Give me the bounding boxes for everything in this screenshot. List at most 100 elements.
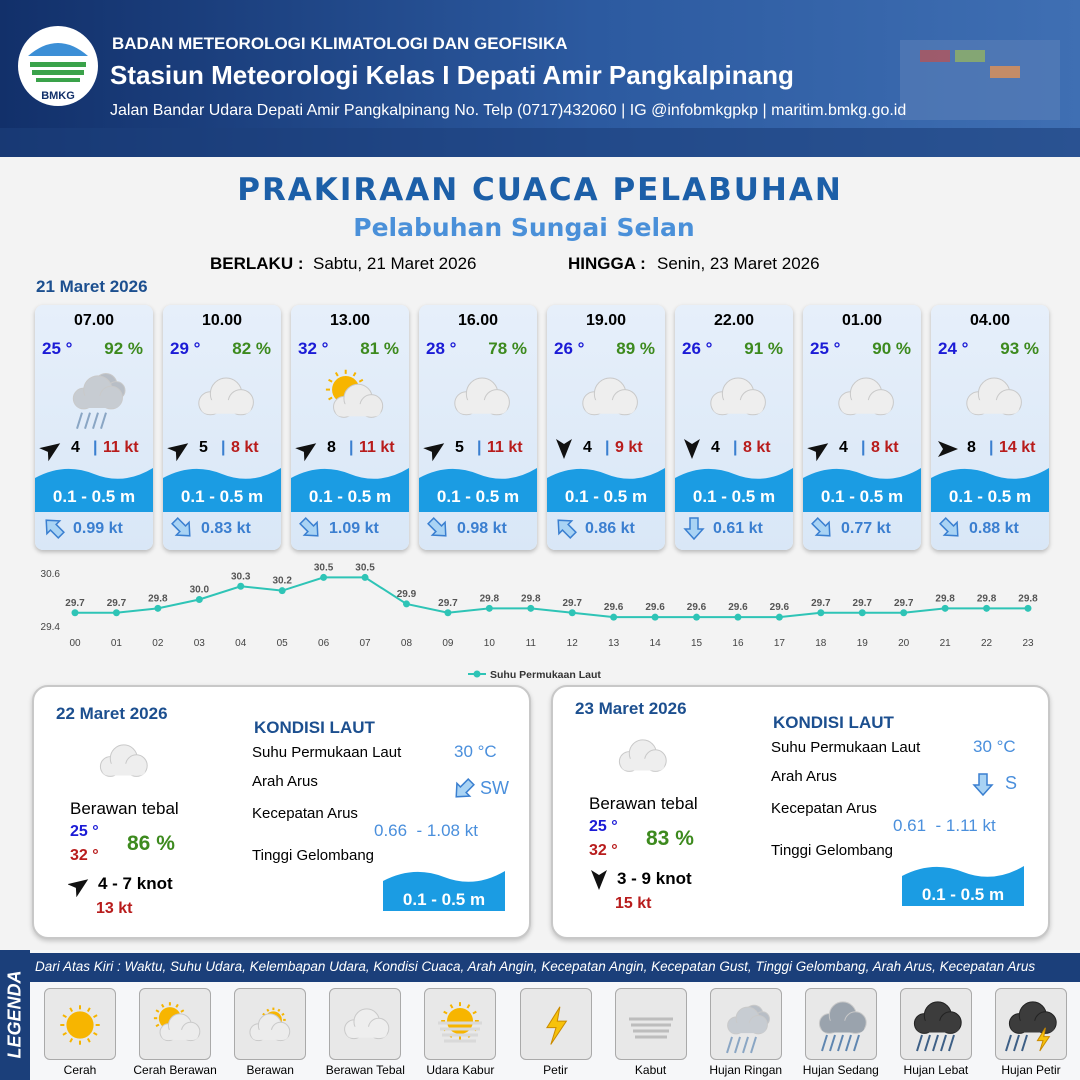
current-dir-label: Arah Arus — [771, 768, 837, 785]
forecast-card: 01.00 25 ° 90 % 4 | 8 kt 0.1 - 0.5 m 0.77 kt — [803, 305, 921, 550]
wave-icon — [547, 468, 665, 512]
sea-title: KONDISI LAUT — [254, 718, 375, 737]
sst-point — [858, 609, 866, 617]
cloud-part — [820, 1020, 865, 1033]
weather-icon — [72, 373, 126, 429]
sst-point — [195, 596, 203, 603]
sst-point — [237, 582, 245, 590]
legend-strip — [0, 950, 30, 1080]
logo — [30, 62, 86, 67]
sun-ray — [328, 378, 333, 383]
sun-ray — [69, 1007, 74, 1012]
time: 04.00 — [969, 312, 1011, 329]
header: BMKG BADAN METEOROLOGI KLIMATOLOGI DAN G… — [0, 0, 1080, 157]
wind-icon — [807, 443, 829, 462]
value-label: 30.2 — [272, 576, 292, 587]
weather-icon — [838, 377, 894, 416]
current-arrow — [45, 519, 65, 539]
wave-band — [675, 468, 793, 512]
sun-ray — [155, 1023, 160, 1028]
legend-label: Kabut — [634, 1063, 667, 1077]
forecast-card: 10.00 29 ° 82 % 5 | 8 kt 0.1 - 0.5 m 0.83 kt — [163, 305, 281, 550]
sun-ray — [93, 1014, 98, 1019]
wave-label: Tinggi Gelombang — [771, 842, 894, 859]
current-icon — [427, 517, 447, 537]
wind-speed: 4 — [71, 439, 80, 456]
wind-arrow — [807, 443, 829, 462]
humidity: 81 % — [360, 339, 399, 358]
wave-band — [931, 468, 1049, 512]
wave-band — [291, 468, 409, 512]
wind-icon — [423, 443, 445, 462]
legend-swatch — [473, 670, 481, 678]
sst: 30 °C — [454, 742, 497, 761]
value-label: 29.8 — [480, 593, 500, 604]
temp-max: 32 ° — [589, 842, 618, 859]
legend-label: Cerah — [63, 1063, 97, 1077]
time: 22.00 — [713, 312, 755, 329]
x-tick-label: 06 — [318, 638, 330, 649]
wave-height: 0.1 - 0.5 m — [564, 487, 648, 506]
value-label: 29.7 — [438, 598, 458, 609]
sst-point — [278, 587, 286, 595]
x-tick-label: 08 — [401, 638, 413, 649]
cloud — [1008, 1001, 1057, 1034]
separator: | — [477, 439, 482, 456]
weather-icon — [618, 739, 667, 772]
separator: | — [861, 439, 866, 456]
legend-icon-box — [329, 988, 402, 1060]
sst-point — [71, 609, 79, 617]
current-speed: 0.86 kt — [585, 520, 635, 537]
rain — [852, 1034, 860, 1052]
current-icon — [171, 517, 191, 537]
time: 16.00 — [457, 312, 499, 329]
wave-label: Tinggi Gelombang — [252, 847, 375, 864]
sea-title: KONDISI LAUT — [773, 713, 894, 732]
sst-point — [900, 609, 908, 617]
value-label: 30.0 — [190, 585, 210, 596]
condition: Berawan tebal — [589, 794, 698, 813]
sst-point — [527, 604, 535, 612]
x-tick-label: 09 — [442, 638, 454, 649]
time: 01.00 — [841, 312, 883, 329]
sst-point — [775, 613, 783, 621]
sun-ray — [62, 1031, 67, 1036]
time: 07.00 — [73, 312, 115, 329]
weather-icon — [582, 377, 638, 416]
x-tick-label: 10 — [484, 638, 496, 649]
agency: BADAN METEOROLOGI KLIMATOLOGI DAN GEOFIS… — [112, 34, 568, 53]
x-tick-label: 03 — [194, 638, 206, 649]
current-speed: 0.83 kt — [201, 520, 251, 537]
day-panel: 23 Maret 2026 Berawan tebal 25 ° 32 ° 83 % 3 … — [551, 685, 1050, 939]
cloud — [454, 377, 510, 416]
valid-to-label: HINGGA : — [568, 254, 646, 273]
sun-ray — [472, 1010, 478, 1015]
separator: | — [221, 439, 226, 456]
current-speed-label: Kecepatan Arus — [252, 805, 358, 822]
value-label: 29.6 — [770, 602, 790, 613]
cloud-part — [621, 758, 665, 771]
header-art: BMKG — [0, 26, 1080, 157]
weather-icon — [325, 369, 384, 418]
sst-point — [1024, 604, 1032, 612]
forecast-card: 13.00 32 ° 81 % 8 | 11 kt 0.1 - 0.5 m 1.09 kt — [291, 305, 409, 550]
gust: 13 kt — [96, 900, 133, 917]
x-tick-label: 20 — [898, 638, 910, 649]
sst-label: Suhu Permukaan Laut — [771, 739, 921, 756]
x-tick-label: 05 — [277, 638, 289, 649]
humidity: 78 % — [488, 339, 527, 358]
value-label: 29.7 — [65, 598, 85, 609]
value-label: 30.5 — [314, 562, 334, 573]
port-art — [920, 50, 950, 62]
rain — [828, 1034, 836, 1052]
wind-arrow — [295, 443, 317, 462]
wave-height: 0.1 - 0.5 m — [180, 487, 264, 506]
legend-label: Petir — [543, 1063, 568, 1077]
sun-ray — [358, 378, 364, 383]
sst-point — [817, 609, 825, 617]
sun-ray — [334, 371, 339, 377]
x-tick-label: 12 — [567, 638, 579, 649]
current-icon — [45, 519, 65, 539]
humidity: 86 % — [127, 832, 175, 855]
sun-ray — [62, 1014, 67, 1019]
